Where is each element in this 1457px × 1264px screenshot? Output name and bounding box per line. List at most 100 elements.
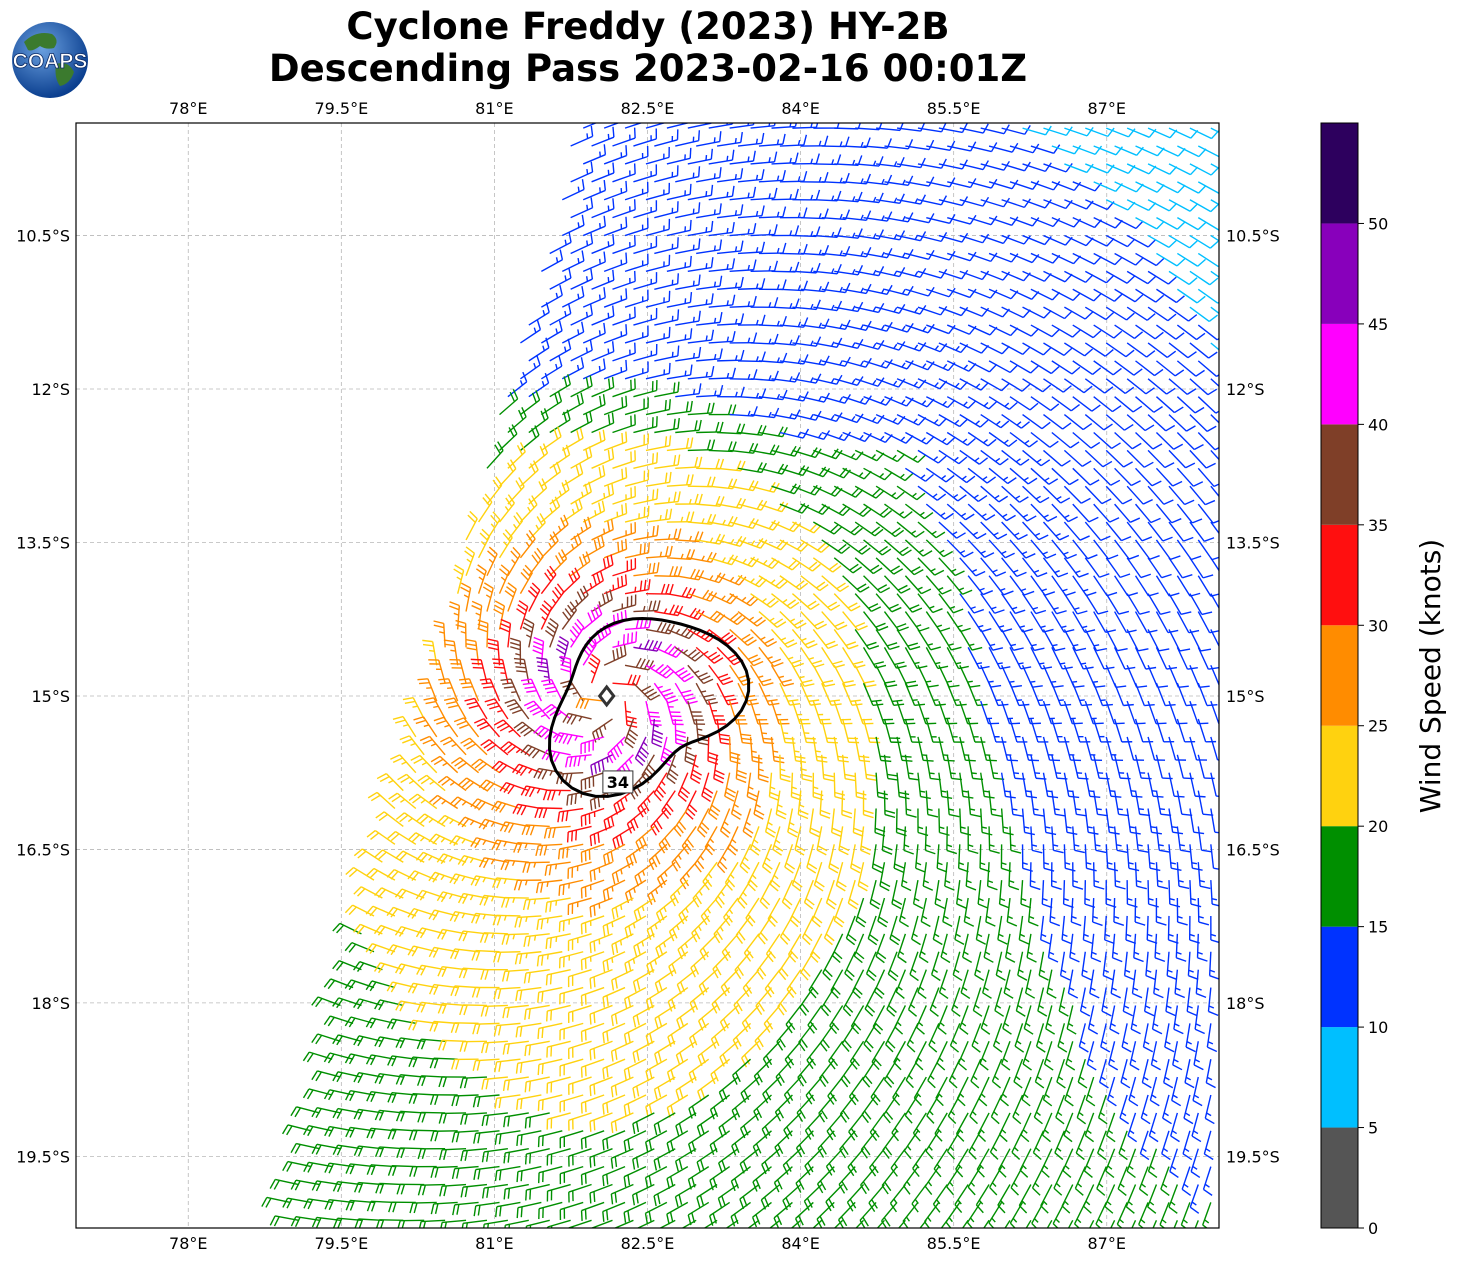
wind-barb (1180, 1202, 1191, 1228)
wind-barb (779, 646, 804, 668)
wind-barb (645, 290, 671, 308)
wind-barb (792, 153, 820, 165)
wind-barb (831, 933, 844, 964)
wind-barb (758, 242, 787, 255)
title-line-2: Descending Pass 2023-02-16 00:01Z (268, 47, 1028, 90)
wind-barb (591, 448, 615, 469)
wind-barb (696, 239, 723, 255)
wind-barb (541, 749, 571, 763)
wind-barb (813, 154, 842, 166)
wind-barb (654, 417, 680, 434)
wind-barb (750, 224, 778, 237)
wind-barb (559, 1094, 584, 1113)
wind-barb (988, 216, 1019, 226)
wind-barb (817, 1130, 835, 1158)
wind-barb (1038, 951, 1049, 981)
wind-barb (842, 611, 868, 631)
wind-barb (611, 969, 634, 991)
wind-barb (1030, 647, 1053, 670)
wind-barb (1109, 1005, 1120, 1035)
wind-barb (537, 1130, 563, 1148)
wind-barb (967, 539, 995, 559)
wind-barb (789, 897, 802, 928)
wind-barb (1155, 647, 1178, 670)
wind-barb (681, 1219, 697, 1228)
wind-barb (1063, 772, 1080, 799)
wind-barb (959, 449, 989, 465)
wind-barb (1148, 1112, 1159, 1143)
wind-barb (1131, 1220, 1137, 1228)
wind-barb (696, 1148, 718, 1173)
wind-barb (1017, 951, 1028, 981)
wind-barb (1072, 575, 1097, 597)
wind-barb (687, 366, 715, 380)
wind-barb (875, 736, 892, 763)
wind-barb (537, 986, 563, 1003)
wind-barb (478, 779, 509, 792)
wind-barb (546, 1004, 571, 1022)
wind-barb (883, 1094, 898, 1124)
wind-barb (666, 328, 693, 344)
wind-barb (1210, 449, 1219, 461)
wind-barb (1030, 396, 1060, 411)
wind-barb (1147, 270, 1177, 285)
wind-barb (938, 413, 968, 428)
wind-barb (654, 528, 682, 541)
wind-barb (570, 375, 593, 398)
wind-barb (1051, 181, 1082, 192)
wind-barb (1072, 826, 1085, 854)
wind-barb (938, 159, 968, 170)
wind-barb (922, 862, 934, 891)
wind-barb (478, 493, 493, 523)
wind-barb (543, 825, 571, 839)
wind-barb (756, 951, 773, 980)
wind-barb (1001, 521, 1028, 540)
wind-barb (624, 505, 650, 523)
wind-barb (632, 682, 661, 701)
wind-barb (392, 715, 417, 738)
wind-barb (1105, 593, 1130, 615)
wind-barb (1093, 539, 1119, 560)
wind-barb (674, 646, 704, 662)
wind-barb (603, 288, 628, 308)
wind-barb (737, 646, 764, 667)
wind-barb (905, 467, 934, 482)
wind-barb (1093, 647, 1115, 670)
wind-barb (612, 674, 641, 686)
wind-barb (519, 529, 536, 559)
wind-barb (1189, 270, 1219, 286)
wind-barb (938, 123, 968, 134)
wind-barb (1021, 772, 1038, 799)
wind-barb (1072, 862, 1084, 890)
wind-barb (1113, 862, 1126, 890)
wind-barb (979, 1041, 990, 1071)
wind-barb (486, 441, 504, 469)
wind-barb (938, 969, 949, 1000)
wind-barb (750, 187, 778, 201)
wind-barb (1189, 342, 1218, 359)
wind-barb (779, 391, 809, 402)
wind-barb (716, 682, 739, 706)
wind-barb (603, 503, 628, 523)
wind-barb (1139, 1130, 1150, 1161)
wind-barb (653, 682, 679, 704)
wind-barb (666, 626, 697, 640)
wind-barb (1030, 503, 1058, 522)
wind-barb (761, 844, 773, 874)
wind-barb (1174, 969, 1185, 999)
wind-barb (1114, 217, 1144, 230)
wind-barb (716, 131, 743, 147)
wind-barb (1085, 1076, 1096, 1107)
wind-barb (589, 861, 613, 882)
wind-barb (875, 341, 906, 351)
wind-barb (633, 344, 658, 362)
wind-barb (546, 1183, 571, 1202)
wind-barb (1051, 503, 1078, 523)
wind-barb (654, 165, 679, 183)
wind-barb (881, 1166, 898, 1195)
wind-barb (1135, 396, 1163, 413)
wind-barb (1030, 718, 1049, 743)
wind-barb (804, 1148, 823, 1176)
wind-barb (528, 372, 550, 398)
wind-barb (967, 503, 996, 521)
